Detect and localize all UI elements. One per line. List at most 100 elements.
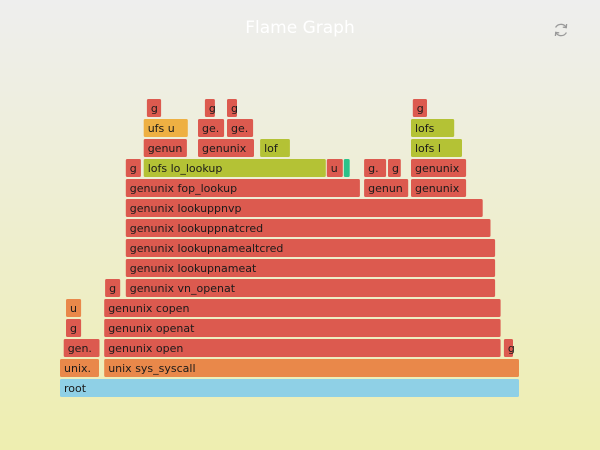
flame-frame-label: g — [70, 322, 77, 335]
flame-frame-rect[interactable] — [125, 199, 483, 217]
flame-frame[interactable]: genunix open — [104, 339, 501, 357]
flame-frame-rect[interactable] — [143, 159, 326, 177]
flame-frame-rect[interactable] — [125, 159, 141, 177]
flame-frame-rect[interactable] — [104, 339, 501, 357]
flame-frame-rect[interactable] — [125, 279, 496, 297]
flame-frame[interactable]: u — [66, 299, 82, 317]
flame-frame-rect[interactable] — [125, 259, 496, 277]
flame-frame-rect[interactable] — [60, 359, 99, 377]
flame-frame[interactable]: genunix openat — [104, 319, 501, 337]
flame-frame[interactable]: gen. — [63, 339, 100, 357]
flame-frame-rect[interactable] — [125, 179, 360, 197]
flame-frame[interactable]: genunix lookuppnatcred — [125, 219, 491, 237]
flame-frame-label: g — [231, 102, 238, 115]
flame-frame[interactable]: g. — [364, 159, 387, 177]
flame-frame[interactable]: genunix lookupnameat — [125, 259, 496, 277]
flame-frame-rect[interactable] — [125, 239, 496, 257]
flame-frame[interactable]: genunix fop_lookup — [125, 179, 360, 197]
flame-frame-rect[interactable] — [143, 139, 187, 157]
flame-frame[interactable]: unix sys_syscall — [104, 359, 519, 377]
flame-frame-rect[interactable] — [364, 179, 409, 197]
flame-frame-rect[interactable] — [63, 339, 100, 357]
flame-frame-label: ge. — [231, 122, 248, 135]
flame-frame-label: genunix lookuppnatcred — [130, 222, 263, 235]
flame-frame[interactable]: g — [105, 279, 121, 297]
flame-frame-rect[interactable] — [60, 379, 519, 397]
flame-frame[interactable]: ge. — [227, 119, 254, 137]
flame-frame[interactable] — [343, 159, 350, 177]
flame-frame-rect[interactable] — [411, 119, 455, 137]
flame-frame-label: u — [70, 302, 77, 315]
flame-frame-label: g — [417, 102, 424, 115]
flame-frame[interactable]: root — [60, 379, 519, 397]
flame-frame-rect[interactable] — [503, 339, 513, 357]
flame-frame[interactable]: g — [412, 99, 427, 117]
flame-frame-label: lofs — [415, 122, 435, 135]
flame-frame-label: genunix lookupnameat — [130, 262, 257, 275]
flame-frame-rect[interactable] — [198, 119, 225, 137]
flame-frame-rect[interactable] — [146, 99, 162, 117]
flame-frame-rect[interactable] — [343, 159, 350, 177]
flame-frame[interactable]: lofs — [411, 119, 455, 137]
flame-frame[interactable]: unix. — [60, 359, 99, 377]
flame-frame-label: genun — [368, 182, 403, 195]
flame-frame-rect[interactable] — [105, 279, 121, 297]
flame-frame-rect[interactable] — [411, 179, 467, 197]
flame-frame-label: unix. — [64, 362, 91, 375]
flame-frame[interactable]: g — [125, 159, 141, 177]
flame-frame-label: genunix lookupnamealtcred — [130, 242, 284, 255]
flame-frame-label: g. — [368, 162, 378, 175]
flame-frame[interactable]: ge. — [198, 119, 225, 137]
flame-frame[interactable]: genunix copen — [104, 299, 501, 317]
flame-frame-rect[interactable] — [227, 119, 254, 137]
flame-frame-rect[interactable] — [412, 99, 427, 117]
flame-frame-rect[interactable] — [326, 159, 343, 177]
flame-frame[interactable]: g — [66, 319, 82, 337]
flame-frame-rect[interactable] — [104, 299, 501, 317]
flame-frame[interactable]: lof — [260, 139, 290, 157]
flame-frame-label: genunix — [415, 162, 460, 175]
flame-frame[interactable]: ufs u — [143, 119, 188, 137]
flame-frame[interactable]: g — [227, 99, 238, 117]
flame-frame-rect[interactable] — [204, 99, 215, 117]
flame-frame-rect[interactable] — [104, 319, 501, 337]
flame-frame[interactable]: genunix lookuppnvp — [125, 199, 483, 217]
flame-frame-label: lof — [264, 142, 279, 155]
flame-frame[interactable]: genunix vn_openat — [125, 279, 496, 297]
flame-frame[interactable]: lofs lo_lookup — [143, 159, 326, 177]
flame-frame-rect[interactable] — [125, 219, 491, 237]
refresh-icon[interactable] — [552, 21, 570, 39]
flame-frame[interactable]: g — [503, 339, 515, 357]
flame-frame-label: genunix — [415, 182, 460, 195]
flame-frame-rect[interactable] — [388, 159, 401, 177]
flame-frame-rect[interactable] — [411, 139, 462, 157]
flame-frame[interactable]: lofs l — [411, 139, 462, 157]
flame-frame-rect[interactable] — [198, 139, 254, 157]
flame-frame[interactable]: genunix lookupnamealtcred — [125, 239, 496, 257]
flame-frame[interactable]: g — [204, 99, 216, 117]
flame-frame-label: genunix fop_lookup — [130, 182, 237, 195]
flame-frame-rect[interactable] — [66, 299, 82, 317]
flame-frame-label: genunix openat — [108, 322, 195, 335]
flame-frame[interactable]: genun — [143, 139, 187, 157]
flame-frame-rect[interactable] — [227, 99, 237, 117]
flame-frame-label: g — [392, 162, 399, 175]
flame-frame-rect[interactable] — [364, 159, 387, 177]
flame-frame-label: ge. — [202, 122, 219, 135]
flame-frame-rect[interactable] — [411, 159, 467, 177]
flame-frame-rect[interactable] — [66, 319, 82, 337]
flame-frame-label: ufs u — [148, 122, 175, 135]
flame-frame[interactable]: genunix — [198, 139, 254, 157]
flame-frame[interactable]: genun — [364, 179, 409, 197]
flame-frame[interactable]: u — [326, 159, 343, 177]
chart-title: Flame Graph — [245, 18, 355, 38]
flame-frame-rect[interactable] — [260, 139, 290, 157]
flame-frame[interactable]: g — [146, 99, 162, 117]
flame-frame-label: g — [508, 342, 515, 355]
flame-frame[interactable]: genunix — [411, 179, 467, 197]
flame-frame-rect[interactable] — [143, 119, 188, 137]
flame-frame-label: root — [64, 382, 87, 395]
flame-frame-rect[interactable] — [104, 359, 519, 377]
flame-frame[interactable]: genunix — [411, 159, 467, 177]
flame-frame[interactable]: g — [388, 159, 401, 177]
